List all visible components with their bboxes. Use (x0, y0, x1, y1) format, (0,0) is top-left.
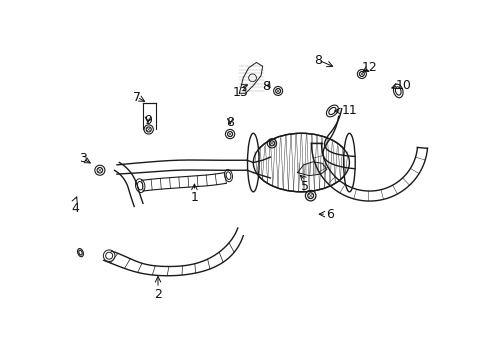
Text: 2: 2 (154, 288, 162, 301)
Ellipse shape (247, 133, 259, 192)
Text: 11: 11 (341, 104, 357, 117)
Text: 3: 3 (79, 152, 86, 165)
Ellipse shape (253, 133, 349, 192)
Text: 6: 6 (325, 208, 333, 221)
Text: 1: 1 (190, 191, 198, 204)
Text: 4: 4 (71, 202, 79, 215)
Ellipse shape (343, 133, 354, 192)
Text: 13: 13 (233, 86, 248, 99)
Text: 8: 8 (225, 116, 234, 129)
Text: 10: 10 (395, 79, 411, 92)
Text: 7: 7 (133, 91, 141, 104)
Text: 12: 12 (361, 61, 377, 74)
Text: 9: 9 (143, 114, 152, 127)
Text: 5: 5 (301, 180, 308, 193)
Text: 8: 8 (262, 80, 270, 93)
Text: 8: 8 (314, 54, 322, 67)
